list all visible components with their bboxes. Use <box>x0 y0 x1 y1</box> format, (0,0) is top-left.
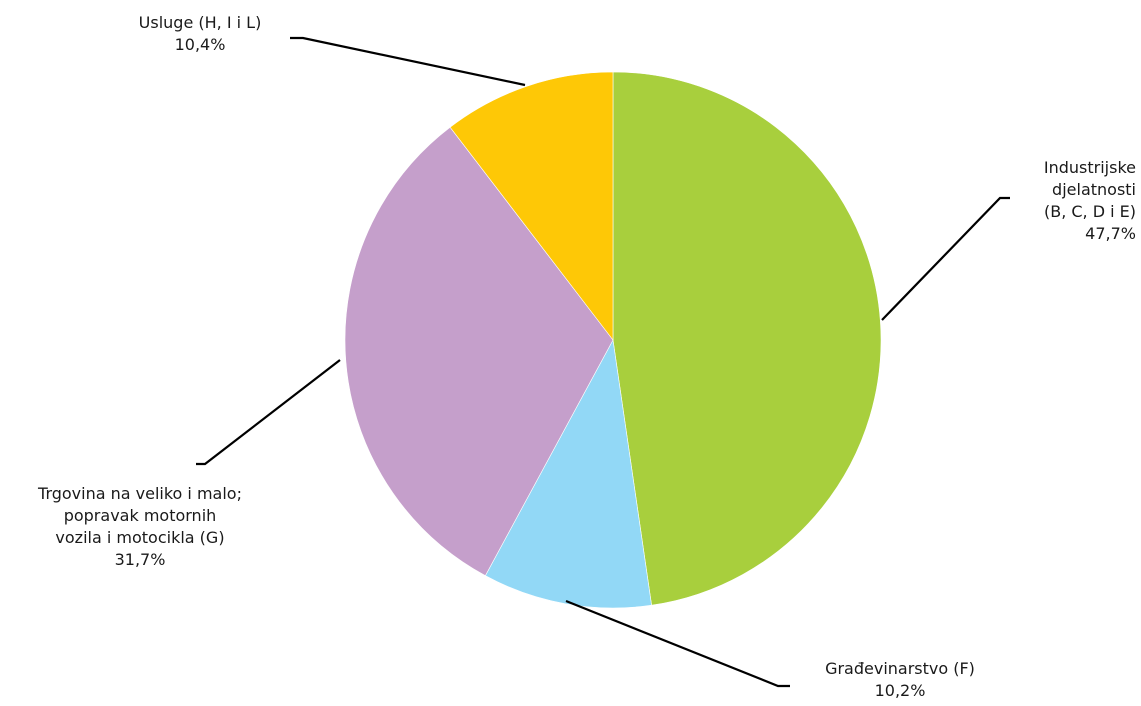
slice-label-line: vozila i motocikla (G) <box>55 528 225 547</box>
slice-label-line: Trgovina na veliko i malo; <box>38 484 242 503</box>
slice-label-line: Usluge (H, I i L) <box>138 13 262 32</box>
slice-label-construction: Građevinarstvo (F) 10,2% <box>800 658 1000 702</box>
slice-label-line: (B, C, D i E) <box>1043 202 1136 221</box>
slice-label-trade: Trgovina na veliko i malo; popravak moto… <box>0 483 280 571</box>
pie-slices <box>344 71 882 609</box>
leader-line-services <box>290 36 526 87</box>
slice-label-services: Usluge (H, I i L) 10,4% <box>100 12 300 56</box>
slice-label-line: Industrijske <box>1043 158 1136 177</box>
slice-label-line: Građevinarstvo (F) <box>825 659 975 678</box>
slice-label-industry: Industrijske djelatnosti (B, C, D i E) 4… <box>1044 157 1136 245</box>
slice-percent: 47,7% <box>1085 224 1136 243</box>
slice-percent: 10,2% <box>874 681 926 700</box>
pie-slice-construction <box>484 339 652 609</box>
leader-line-industry <box>881 196 1010 321</box>
leader-lines <box>196 36 1010 688</box>
slice-percent: 31,7% <box>114 550 166 569</box>
slice-label-line: popravak motornih <box>63 506 217 525</box>
pie-slice-trade <box>344 126 614 577</box>
slice-label-line: djelatnosti <box>1052 180 1136 199</box>
leader-line-trade <box>196 359 341 466</box>
pie-slice-services <box>449 71 614 341</box>
slice-percent: 10,4% <box>174 35 226 54</box>
pie-slice-industry <box>612 71 882 606</box>
leader-line-construction <box>565 599 790 688</box>
